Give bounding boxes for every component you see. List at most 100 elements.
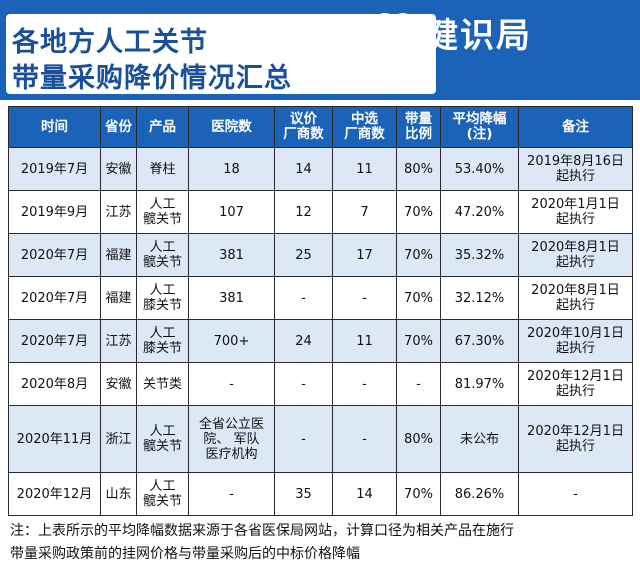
cell-province: 福建 bbox=[100, 276, 137, 320]
cell-volume-ratio: - bbox=[396, 362, 441, 406]
cell-avg-drop: 32.12% bbox=[440, 276, 519, 320]
cell-hospitals: 107 bbox=[188, 190, 275, 234]
cell-avg-drop: 47.20% bbox=[440, 190, 519, 234]
cell-avg-drop: 67.30% bbox=[440, 319, 519, 363]
header-banner: 各地方人工关节 带量采购降价情况汇总 健识局 bbox=[0, 0, 640, 100]
cell-note: 2020年10月1日 起执行 bbox=[518, 319, 633, 363]
cell-note: 2020年1月1日 起执行 bbox=[518, 190, 633, 234]
cell-volume-ratio: 70% bbox=[396, 472, 441, 516]
table-row: 2020年8月 安徽 关节类 - - - - 81.97% 2020年12月1日… bbox=[8, 362, 633, 406]
table-row: 2020年12月 山东 人工 髋关节 - 35 14 70% 86.26% - bbox=[8, 472, 633, 516]
cell-hospitals: 381 bbox=[188, 233, 275, 277]
procurement-table: 时间 省份 产品 医院数 议价 厂商数 中选 厂商数 带量 比例 平均降幅 (注) 备注… bbox=[8, 106, 633, 516]
page-title: 各地方人工关节 bbox=[12, 27, 208, 58]
cell-time: 2020年7月 bbox=[8, 319, 101, 363]
brand-logo: 健识局 bbox=[372, 12, 532, 56]
cell-note: 2020年12月1日 起执行 bbox=[518, 362, 633, 406]
cell-volume-ratio: 80% bbox=[396, 147, 441, 191]
cell-product: 人工 髋关节 bbox=[136, 190, 189, 234]
cell-time: 2020年7月 bbox=[8, 233, 101, 277]
cell-bargain-vendors: - bbox=[274, 362, 333, 406]
cell-product: 人工 膝关节 bbox=[136, 276, 189, 320]
cell-province: 江苏 bbox=[100, 190, 137, 234]
cell-selected-vendors: 14 bbox=[332, 472, 397, 516]
cell-product: 脊柱 bbox=[136, 147, 189, 191]
cell-selected-vendors: 7 bbox=[332, 190, 397, 234]
cell-bargain-vendors: 25 bbox=[274, 233, 333, 277]
cell-volume-ratio: 70% bbox=[396, 319, 441, 363]
cell-selected-vendors: - bbox=[332, 405, 397, 473]
cell-note: 2020年8月1日 起执行 bbox=[518, 233, 633, 277]
brand-name: 健识局 bbox=[424, 15, 532, 56]
cell-hospitals: 全省公立医 院、 军队 医疗机构 bbox=[188, 405, 275, 473]
cell-volume-ratio: 70% bbox=[396, 190, 441, 234]
cell-product: 人工 膝关节 bbox=[136, 319, 189, 363]
cell-avg-drop: 53.40% bbox=[440, 147, 519, 191]
cell-bargain-vendors: 12 bbox=[274, 190, 333, 234]
col-header-time: 时间 bbox=[8, 106, 101, 148]
cell-selected-vendors: - bbox=[332, 362, 397, 406]
cell-volume-ratio: 80% bbox=[396, 405, 441, 473]
cell-note: 2019年8月16日 起执行 bbox=[518, 147, 633, 191]
cell-bargain-vendors: 35 bbox=[274, 472, 333, 516]
cell-selected-vendors: 11 bbox=[332, 147, 397, 191]
cell-province: 江苏 bbox=[100, 319, 137, 363]
cell-avg-drop: 86.26% bbox=[440, 472, 519, 516]
cell-avg-drop: 未公布 bbox=[440, 405, 519, 473]
cell-product: 人工 髋关节 bbox=[136, 472, 189, 516]
col-header-volume-ratio: 带量 比例 bbox=[396, 106, 441, 148]
cell-bargain-vendors: 14 bbox=[274, 147, 333, 191]
table-row: 2019年7月 安徽 脊柱 18 14 11 80% 53.40% 2019年8… bbox=[8, 147, 633, 191]
cell-product: 人工 髋关节 bbox=[136, 405, 189, 473]
table-header-row: 时间 省份 产品 医院数 议价 厂商数 中选 厂商数 带量 比例 平均降幅 (注) 备注 bbox=[8, 106, 633, 148]
cell-volume-ratio: 70% bbox=[396, 233, 441, 277]
cell-hospitals: - bbox=[188, 362, 275, 406]
cell-province: 福建 bbox=[100, 233, 137, 277]
cell-time: 2019年7月 bbox=[8, 147, 101, 191]
cell-bargain-vendors: - bbox=[274, 405, 333, 473]
table-row: 2020年7月 江苏 人工 膝关节 700+ 24 11 70% 67.30% 2… bbox=[8, 319, 633, 363]
cell-time: 2019年9月 bbox=[8, 190, 101, 234]
cell-province: 安徽 bbox=[100, 147, 137, 191]
heart-logo-icon bbox=[372, 12, 416, 52]
table-row: 2020年7月 福建 人工 膝关节 381 - - 70% 32.12% 2020… bbox=[8, 276, 633, 320]
cell-avg-drop: 35.32% bbox=[440, 233, 519, 277]
cell-note: - bbox=[518, 472, 633, 516]
table-row: 2020年7月 福建 人工 髋关节 381 25 17 70% 35.32% 20… bbox=[8, 233, 633, 277]
cell-product: 关节类 bbox=[136, 362, 189, 406]
col-header-province: 省份 bbox=[100, 106, 137, 148]
cell-hospitals: - bbox=[188, 472, 275, 516]
title-box: 各地方人工关节 带量采购降价情况汇总 bbox=[6, 14, 436, 94]
cell-product: 人工 髋关节 bbox=[136, 233, 189, 277]
cell-hospitals: 18 bbox=[188, 147, 275, 191]
col-header-selected-vendors: 中选 厂商数 bbox=[332, 106, 397, 148]
cell-time: 2020年12月 bbox=[8, 472, 101, 516]
col-header-hospitals: 医院数 bbox=[188, 106, 275, 148]
cell-province: 安徽 bbox=[100, 362, 137, 406]
footnote-line-2: 带量采购政策前的挂网价格与带量采购后的中标价格降幅 bbox=[10, 546, 360, 562]
col-header-bargain-vendors: 议价 厂商数 bbox=[274, 106, 333, 148]
col-header-avg-drop: 平均降幅 (注) bbox=[440, 106, 519, 148]
cell-volume-ratio: 70% bbox=[396, 276, 441, 320]
cell-avg-drop: 81.97% bbox=[440, 362, 519, 406]
cell-hospitals: 700+ bbox=[188, 319, 275, 363]
cell-note: 2020年8月1日 起执行 bbox=[518, 276, 633, 320]
table-row: 2020年11月 浙江 人工 髋关节 全省公立医 院、 军队 医疗机构 - - 80%… bbox=[8, 405, 633, 473]
cell-time: 2020年7月 bbox=[8, 276, 101, 320]
footnote-line-1: 注：上表所示的平均降幅数据来源于各省医保局网站，计算口径为相关产品在施行 bbox=[10, 523, 514, 539]
page-subtitle: 带量采购降价情况汇总 bbox=[12, 63, 292, 94]
cell-time: 2020年8月 bbox=[8, 362, 101, 406]
cell-bargain-vendors: - bbox=[274, 276, 333, 320]
cell-selected-vendors: - bbox=[332, 276, 397, 320]
cell-province: 山东 bbox=[100, 472, 137, 516]
cell-bargain-vendors: 24 bbox=[274, 319, 333, 363]
cell-hospitals: 381 bbox=[188, 276, 275, 320]
cell-selected-vendors: 17 bbox=[332, 233, 397, 277]
cell-province: 浙江 bbox=[100, 405, 137, 473]
col-header-product: 产品 bbox=[136, 106, 189, 148]
cell-selected-vendors: 11 bbox=[332, 319, 397, 363]
table-row: 2019年9月 江苏 人工 髋关节 107 12 7 70% 47.20% 202… bbox=[8, 190, 633, 234]
col-header-note: 备注 bbox=[518, 106, 633, 148]
cell-note: 2020年12月1日 起执行 bbox=[518, 405, 633, 473]
cell-time: 2020年11月 bbox=[8, 405, 101, 473]
